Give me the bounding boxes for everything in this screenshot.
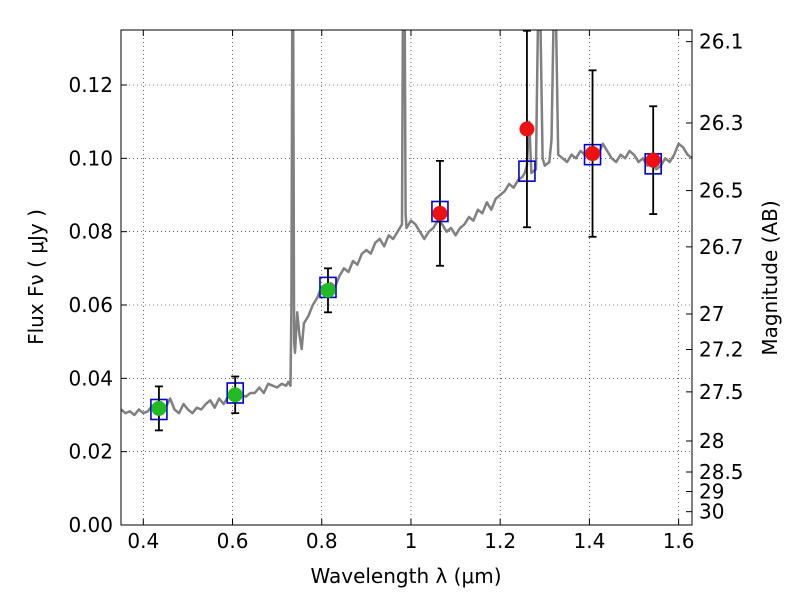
observed-point <box>432 205 448 221</box>
x-tick-label: 0.8 <box>306 529 338 553</box>
magnitude-tick-label: 27 <box>699 302 724 326</box>
y-tick-label: 0.10 <box>68 146 113 170</box>
y-tick-label: 0.06 <box>68 293 113 317</box>
x-tick-label: 1 <box>405 529 418 553</box>
observed-point <box>519 121 535 137</box>
observed-point <box>585 146 601 162</box>
y-tick-label: 0.00 <box>68 513 113 537</box>
magnitude-tick-label: 26.3 <box>699 111 744 135</box>
observed-point <box>151 400 167 416</box>
x-tick-label: 0.4 <box>127 529 159 553</box>
x-tick-label: 1.6 <box>663 529 695 553</box>
x-axis-ticks: 0.4 0.6 0.8 1 1.2 1.4 1.6 <box>127 30 695 553</box>
magnitude-tick-label: 29 <box>699 480 724 504</box>
observed-point <box>320 282 336 298</box>
grid <box>121 30 692 526</box>
observed-point <box>645 152 661 168</box>
magnitude-tick-label: 28.5 <box>699 460 744 484</box>
plot-frame <box>120 29 693 526</box>
x-tick-label: 0.6 <box>217 529 249 553</box>
y-axis-label: Flux Fν ( μJy ) <box>24 209 48 345</box>
magnitude-tick-label: 27.2 <box>699 338 744 362</box>
x-axis-label: Wavelength λ (μm) <box>310 564 501 588</box>
magnitude-tick-label: 26.5 <box>699 179 744 203</box>
magnitude-tick-label: 26.7 <box>699 235 744 259</box>
magnitude-axis-label: Magnitude (AB) <box>758 200 782 355</box>
y-axis-ticks: 0.00 0.02 0.04 0.06 0.08 0.10 0.12 <box>68 73 127 537</box>
magnitude-tick-label: 27.5 <box>699 380 744 404</box>
y-tick-label: 0.04 <box>68 366 113 390</box>
x-tick-label: 1.2 <box>484 529 516 553</box>
magnitude-tick-label: 30 <box>699 500 724 524</box>
observed-point <box>227 387 243 403</box>
magnitude-tick-label: 26.1 <box>699 30 744 54</box>
magnitude-tick-label: 28 <box>699 429 724 453</box>
x-tick-label: 1.4 <box>573 529 605 553</box>
y-tick-label: 0.12 <box>68 73 113 97</box>
observed-layer <box>151 121 661 416</box>
y-tick-label: 0.08 <box>68 220 113 244</box>
y-tick-label: 0.02 <box>68 440 113 464</box>
